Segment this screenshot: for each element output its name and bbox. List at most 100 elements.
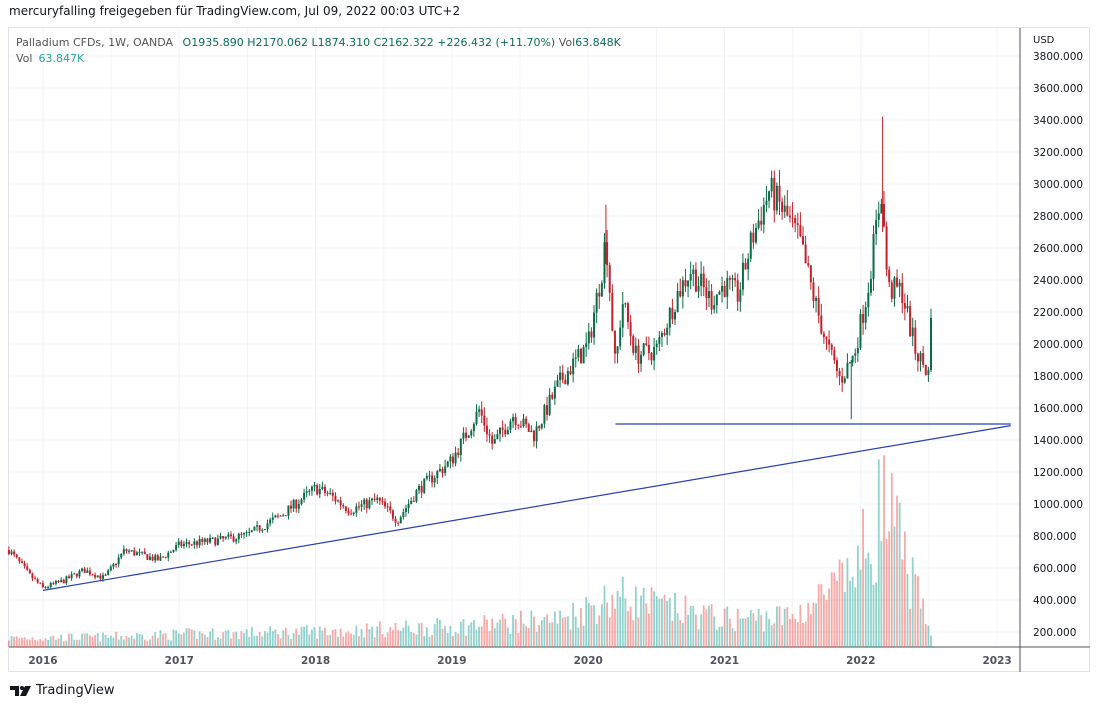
candle-body: [556, 380, 559, 387]
volume-bar: [603, 585, 606, 647]
volume-bar: [828, 588, 831, 647]
candle-body: [854, 353, 857, 356]
volume-bar: [540, 620, 543, 647]
candle-body: [754, 227, 757, 243]
candle-body: [190, 544, 193, 546]
volume-bar: [28, 639, 31, 647]
volume-bar: [316, 638, 319, 647]
volume-bar: [700, 614, 703, 647]
volume-bar: [459, 621, 462, 647]
volume-bar: [608, 617, 611, 647]
volume-bar: [593, 605, 595, 647]
candle-body: [590, 331, 593, 338]
candle-body: [587, 331, 590, 344]
candle-body: [36, 579, 39, 583]
volume-bar: [917, 576, 919, 647]
volume-bar: [901, 559, 904, 647]
candle-body: [214, 537, 217, 545]
candle-body: [496, 434, 499, 440]
volume-bar: [820, 584, 823, 647]
vol-value: 63.848K: [575, 36, 621, 49]
candle-body: [368, 500, 371, 509]
volume-bar: [91, 636, 94, 647]
volume-indicator-label[interactable]: Vol: [16, 52, 33, 65]
volume-bar: [807, 602, 810, 647]
volume-bar: [838, 559, 841, 647]
volume-bar: [606, 602, 608, 647]
volume-bar: [392, 630, 394, 647]
volume-bar: [768, 619, 770, 647]
volume-bar: [653, 591, 656, 647]
volume-bars: [8, 455, 932, 647]
candle-body: [177, 541, 180, 546]
candle-body: [645, 343, 648, 346]
volume-bar: [86, 633, 89, 647]
candle-body: [778, 185, 781, 202]
candle-body: [227, 534, 230, 537]
candle-body: [52, 583, 55, 585]
volume-bar: [723, 608, 726, 647]
candle-body: [391, 510, 394, 519]
volume-bar: [462, 619, 465, 647]
candle-body: [765, 200, 768, 205]
volume-bar: [877, 459, 880, 647]
candle-body: [668, 307, 671, 328]
volume-bar: [535, 631, 538, 647]
candle-body: [86, 570, 89, 573]
candle-body: [472, 424, 475, 431]
volume-bar: [81, 633, 83, 647]
volume-bar: [104, 634, 107, 647]
candle-body: [410, 500, 413, 505]
candle-body: [867, 292, 870, 308]
candle-body: [517, 425, 520, 427]
symbol-name[interactable]: Palladium CFDs, 1W, OANDA: [16, 36, 174, 49]
volume-bar: [269, 626, 272, 647]
volume-bar: [13, 636, 16, 647]
volume-bar: [676, 613, 679, 647]
volume-bar: [172, 629, 175, 647]
volume-bar: [692, 605, 695, 647]
volume-bar: [783, 608, 786, 647]
tradingview-brand[interactable]: TradingView: [10, 683, 115, 698]
candle-body: [606, 242, 609, 266]
volume-bar: [169, 640, 172, 647]
candle-body: [760, 220, 763, 225]
candle-body: [34, 578, 37, 580]
volume-bar: [548, 622, 551, 647]
candle-body: [20, 561, 23, 564]
candle-body: [807, 263, 810, 266]
volume-bar: [313, 627, 316, 647]
candle-body: [741, 262, 744, 290]
candle-body: [624, 303, 627, 305]
volume-bar: [253, 636, 256, 647]
volume-bar: [914, 574, 917, 647]
candle-body: [877, 213, 880, 220]
candle-body: [611, 292, 614, 331]
volume-bar: [679, 619, 682, 647]
candle-body: [728, 278, 731, 280]
candle-body: [762, 204, 765, 225]
candle-body: [864, 307, 867, 323]
candle-body: [363, 499, 366, 505]
time-tick-label: 2017: [165, 655, 194, 667]
candle-body: [308, 490, 311, 492]
volume-bar: [339, 628, 342, 647]
candle-body: [499, 427, 502, 435]
price-tick-label: 400.000: [1033, 595, 1076, 607]
volume-bar: [397, 630, 400, 647]
volume-bar: [224, 630, 227, 647]
candle-body: [626, 303, 629, 323]
candle-body: [297, 504, 300, 509]
volume-bar: [506, 627, 509, 647]
candle-body: [198, 538, 201, 546]
volume-bar: [491, 618, 494, 647]
candle-body: [501, 427, 504, 430]
volume-bar: [420, 622, 423, 647]
volume-bar: [23, 637, 26, 647]
volume-bar: [493, 628, 496, 647]
volume-bar: [190, 629, 193, 647]
candle-body: [219, 536, 222, 539]
candle-body: [65, 576, 68, 584]
volume-bar: [258, 632, 261, 647]
